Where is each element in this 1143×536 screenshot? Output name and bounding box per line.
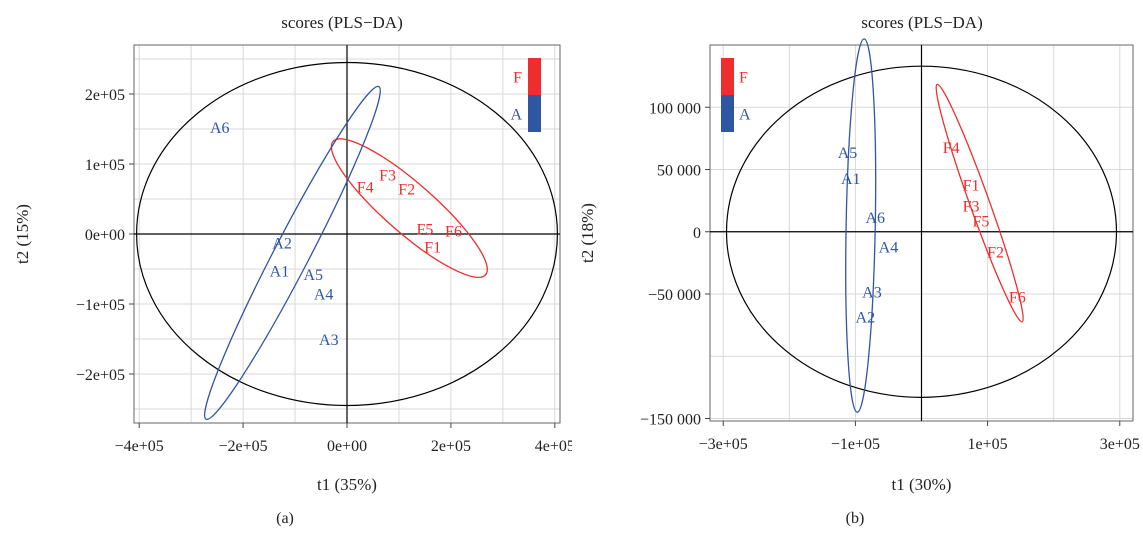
x-tick-label: 3e+05 (1100, 436, 1140, 453)
x-tick-label: 4e+05 (535, 438, 572, 455)
scores-plot-a: scores (PLS−DA) −4e+05 −2e+05 0e+00 2e+05 4e+… (13, 13, 575, 527)
point-label-a4: A4 (314, 287, 334, 304)
point-label-a5: A5 (838, 145, 858, 162)
legend-label-a: A (739, 107, 751, 124)
y-axis-label: t2 (18%) (578, 203, 597, 263)
chart-title: scores (PLS−DA) (861, 13, 983, 32)
y-axis-label: t2 (15%) (13, 204, 32, 264)
y-tick-label: −150 000 (640, 412, 701, 429)
point-label-f3: F3 (963, 199, 980, 216)
hotelling-ellipse (135, 61, 559, 407)
point-label-f1: F1 (424, 240, 441, 257)
group-ellipse-f (330, 138, 488, 279)
point-label-f4: F4 (943, 140, 960, 157)
point-label-a5: A5 (303, 267, 323, 284)
point-label-f2: F2 (987, 245, 1004, 262)
legend: FA (510, 58, 541, 132)
point-label-a2: A2 (856, 309, 876, 326)
y-tick-label: 0e+00 (85, 227, 125, 244)
point-label-f2: F2 (398, 182, 415, 199)
x-tick-label: 2e+05 (431, 438, 471, 455)
x-tick-label: 0e+00 (327, 438, 367, 455)
point-label-f3: F3 (379, 168, 396, 185)
point-label-f1: F1 (963, 177, 980, 194)
group-ellipse-a (203, 85, 381, 421)
panel-label: (b) (846, 510, 865, 527)
hotelling-ellipse (725, 65, 1118, 398)
y-tick-label: 100 000 (649, 100, 701, 117)
y-tick-label: −1e+05 (76, 297, 125, 314)
point-label-a2: A2 (272, 235, 292, 252)
scores-plot-b: scores (PLS−DA) −3e+05 −1e+05 1e+05 3e+05 100… (578, 13, 1140, 527)
legend-swatch-a (721, 95, 734, 132)
y-tick-label: 50 000 (657, 163, 701, 180)
point-label-f6: F6 (445, 224, 462, 241)
y-tick-label: 2e+05 (85, 87, 125, 104)
legend: FA (721, 58, 751, 132)
pls-da-panel-b: scores (PLS−DA) −3e+05 −1e+05 1e+05 3e+05 100… (572, 0, 1143, 531)
x-tick-label: −4e+05 (115, 438, 164, 455)
chart-title: scores (PLS−DA) (281, 13, 403, 32)
y-tick-label: −2e+05 (76, 367, 125, 384)
legend-swatch-f (528, 58, 541, 95)
point-label-a6: A6 (865, 210, 885, 227)
legend-swatch-f (721, 58, 734, 95)
legend-swatch-a (528, 95, 541, 132)
legend-label-f: F (739, 70, 748, 87)
point-label-a1: A1 (841, 171, 861, 188)
group-ellipse-f (935, 83, 1024, 323)
x-axis-label: t1 (35%) (317, 475, 377, 494)
point-label-a3: A3 (862, 285, 882, 302)
point-label-a3: A3 (319, 332, 339, 349)
point-label-f5: F5 (416, 221, 433, 238)
panel-label: (a) (276, 510, 294, 527)
y-tick-label: −50 000 (648, 287, 701, 304)
pls-da-panel-a: scores (PLS−DA) −4e+05 −2e+05 0e+00 2e+05 4e+… (0, 0, 575, 531)
x-tick-label: −1e+05 (831, 436, 880, 453)
y-tick-label: 0 (693, 225, 701, 242)
x-axis-label: t1 (30%) (892, 475, 952, 494)
point-label-a4: A4 (879, 240, 899, 257)
x-tick-label: −2e+05 (219, 438, 268, 455)
point-label-f4: F4 (357, 179, 374, 196)
y-tick-label: 1e+05 (85, 157, 125, 174)
x-tick-label: −3e+05 (699, 436, 748, 453)
point-label-f5: F5 (973, 214, 990, 231)
point-label-f6: F6 (1009, 289, 1026, 306)
point-label-a1: A1 (270, 263, 290, 280)
legend-label-f: F (513, 70, 522, 87)
x-tick-label: 1e+05 (968, 436, 1008, 453)
point-label-a6: A6 (210, 120, 230, 137)
group-ellipse-a (845, 38, 877, 413)
legend-label-a: A (510, 107, 522, 124)
